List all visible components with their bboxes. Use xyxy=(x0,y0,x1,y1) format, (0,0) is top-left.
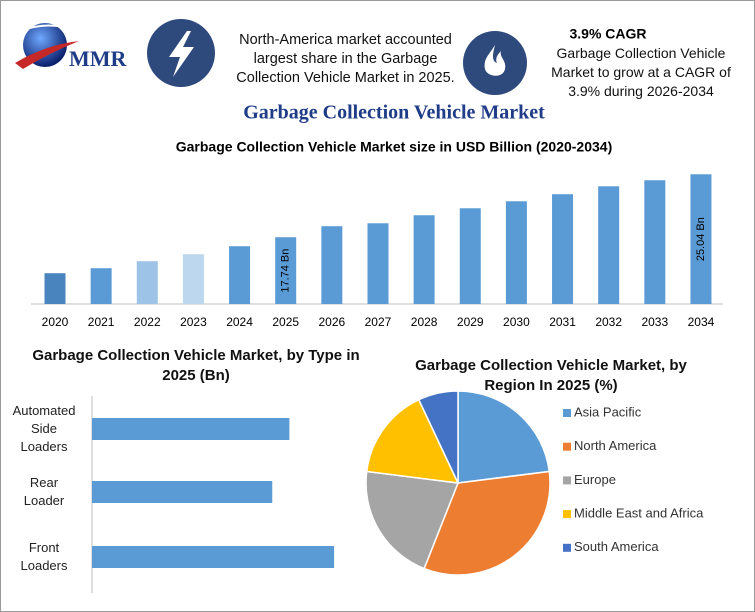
bar xyxy=(459,208,481,304)
pie-slice xyxy=(365,470,460,570)
y-tick-label: Front Loaders xyxy=(20,540,68,573)
x-tick-label: 2026 xyxy=(318,315,345,329)
title: Garbage Collection Vehicle Market xyxy=(243,102,545,124)
logo-swoosh xyxy=(15,41,79,69)
bar xyxy=(90,268,112,304)
legend-label: Asia Pacific xyxy=(574,404,642,419)
value-label: 17.74 Bn xyxy=(280,249,292,293)
bar xyxy=(275,237,297,304)
bar xyxy=(182,254,204,304)
y-tick-label: Rear Loader xyxy=(23,475,65,508)
legend-swatch xyxy=(563,476,571,485)
bar xyxy=(321,226,343,304)
logo-text: MMR xyxy=(69,46,128,71)
left-text: North-America market accounted largest s… xyxy=(236,32,455,86)
logo-swoosh xyxy=(20,24,74,32)
pie-slice xyxy=(457,390,551,484)
legend-swatch xyxy=(563,510,571,519)
bar xyxy=(552,194,574,304)
pie-slice xyxy=(365,398,460,484)
bar xyxy=(44,273,66,304)
y-tick-label: Automated Side Loaders xyxy=(12,403,76,454)
pie-slice xyxy=(417,390,459,484)
bar xyxy=(92,546,335,568)
value-label: 25.04 Bn xyxy=(695,217,707,261)
bar xyxy=(690,174,712,304)
bar xyxy=(413,215,435,304)
legend-label: Middle East and Africa xyxy=(574,506,704,521)
x-tick-label: 2025 xyxy=(272,315,299,329)
x-tick-label: 2024 xyxy=(226,315,253,329)
x-tick-label: 2022 xyxy=(134,315,161,329)
bar xyxy=(92,481,273,503)
bar xyxy=(505,201,527,304)
x-tick-label: 2029 xyxy=(457,315,484,329)
legend-swatch xyxy=(563,543,571,552)
chart-title: Garbage Collection Vehicle Market, by Ty… xyxy=(32,347,360,384)
x-tick-label: 2021 xyxy=(88,315,115,329)
bar xyxy=(367,223,389,304)
bar xyxy=(136,261,158,304)
x-tick-label: 2023 xyxy=(180,315,207,329)
x-tick-label: 2031 xyxy=(549,315,576,329)
bar xyxy=(644,180,666,304)
flame xyxy=(484,45,506,76)
x-tick-label: 2034 xyxy=(688,315,715,329)
cagr-title: 3.9% CAGR xyxy=(569,26,646,42)
pie-slice xyxy=(423,470,551,576)
bar xyxy=(92,418,290,440)
legend-label: Europe xyxy=(574,472,616,487)
x-tick-label: 2020 xyxy=(42,315,69,329)
legend-label: South America xyxy=(574,539,659,554)
x-tick-label: 2027 xyxy=(365,315,392,329)
legend-swatch xyxy=(563,409,571,417)
x-tick-label: 2033 xyxy=(641,315,668,329)
x-tick-label: 2028 xyxy=(411,315,438,329)
x-tick-label: 2030 xyxy=(503,315,530,329)
x-tick-label: 2032 xyxy=(595,315,622,329)
bar xyxy=(598,186,620,304)
bar xyxy=(229,246,251,304)
legend-label: North America xyxy=(574,438,657,453)
cagr-text: Garbage Collection Vehicle Market to gro… xyxy=(551,45,731,99)
chart-title: Garbage Collection Vehicle Market, by Re… xyxy=(415,357,687,394)
legend-swatch xyxy=(563,442,571,451)
chart-title: Garbage Collection Vehicle Market size i… xyxy=(176,139,612,155)
bolt xyxy=(169,31,194,77)
